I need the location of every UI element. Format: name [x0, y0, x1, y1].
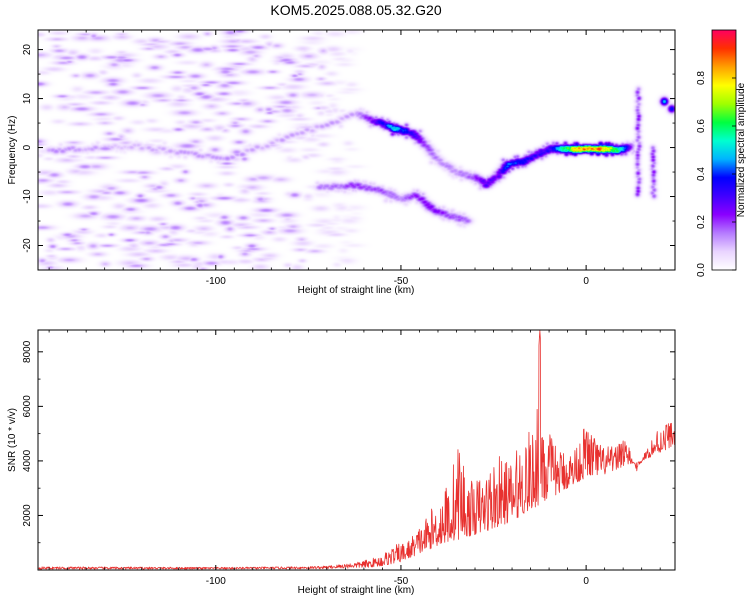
colorbar-tick-label: 0.6 [696, 119, 707, 133]
snr-frame [37, 329, 676, 571]
heatmap-raster [38, 30, 675, 270]
snr-series-line [38, 330, 675, 570]
heatmap-y-label: Frequency (Hz) [7, 116, 18, 185]
heatmap-x-ticks: -100 -50 0 [48, 30, 661, 287]
heatmap-y-tick-label: -20 [22, 238, 33, 253]
colorbar-label: Normalized spectral amplitude [736, 82, 747, 217]
heatmap-y-ticks: -20 -10 0 10 20 [22, 44, 675, 271]
colorbar-tick-label: 0.0 [696, 263, 707, 277]
snr-y-tick-label: 2000 [22, 504, 33, 527]
snr-x-tick-label: 0 [583, 576, 589, 587]
snr-y-tick-label: 6000 [22, 395, 33, 418]
colorbar-ticks: 0.0 0.2 0.4 0.6 0.8 [696, 71, 736, 277]
colorbar-tick-label: 0.2 [696, 215, 707, 229]
heatmap-frame [37, 29, 676, 271]
snr-x-label: Height of straight line (km) [298, 585, 415, 596]
heatmap-x-tick-label: 0 [583, 276, 589, 287]
heatmap-y-tick-label: 10 [22, 93, 33, 105]
figure-title: KOM5.2025.088.05.32.G20 [270, 2, 441, 18]
heatmap-y-tick-label: 0 [22, 144, 33, 150]
colorbar-gradient [712, 30, 736, 270]
heatmap-x-tick-label: -100 [206, 276, 226, 287]
heatmap-x-tick-label: -50 [394, 276, 409, 287]
heatmap-y-tick-label: 20 [22, 44, 33, 56]
snr-y-tick-label: 8000 [22, 340, 33, 363]
snr-x-tick-label: -50 [394, 576, 409, 587]
heatmap-x-label: Height of straight line (km) [298, 285, 415, 296]
colorbar-tick-label: 0.4 [696, 167, 707, 181]
snr-y-label: SNR (10 * v/v) [7, 408, 18, 472]
colorbar-tick-label: 0.8 [696, 71, 707, 85]
colorbar: 0.0 0.2 0.4 0.6 0.8 Normalized spectral ampl… [696, 29, 747, 277]
snr-y-ticks: 2000 4000 6000 8000 [22, 340, 675, 571]
heatmap-y-tick-label: -10 [22, 189, 33, 204]
snr-x-ticks: -100 -50 0 [48, 330, 661, 587]
heatmap-image [38, 30, 675, 270]
snr-y-tick-label: 4000 [22, 449, 33, 472]
snr-panel: -100 -50 0 2000 4000 6000 8000 Height of stra… [7, 329, 676, 596]
colorbar-frame [711, 29, 737, 271]
snr-x-tick-label: -100 [206, 576, 226, 587]
